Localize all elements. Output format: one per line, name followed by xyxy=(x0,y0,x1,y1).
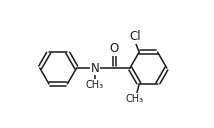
Text: Cl: Cl xyxy=(129,30,141,43)
Text: O: O xyxy=(110,42,119,55)
Text: CH₃: CH₃ xyxy=(126,94,144,104)
Text: N: N xyxy=(91,61,99,74)
Text: CH₃: CH₃ xyxy=(86,80,104,90)
